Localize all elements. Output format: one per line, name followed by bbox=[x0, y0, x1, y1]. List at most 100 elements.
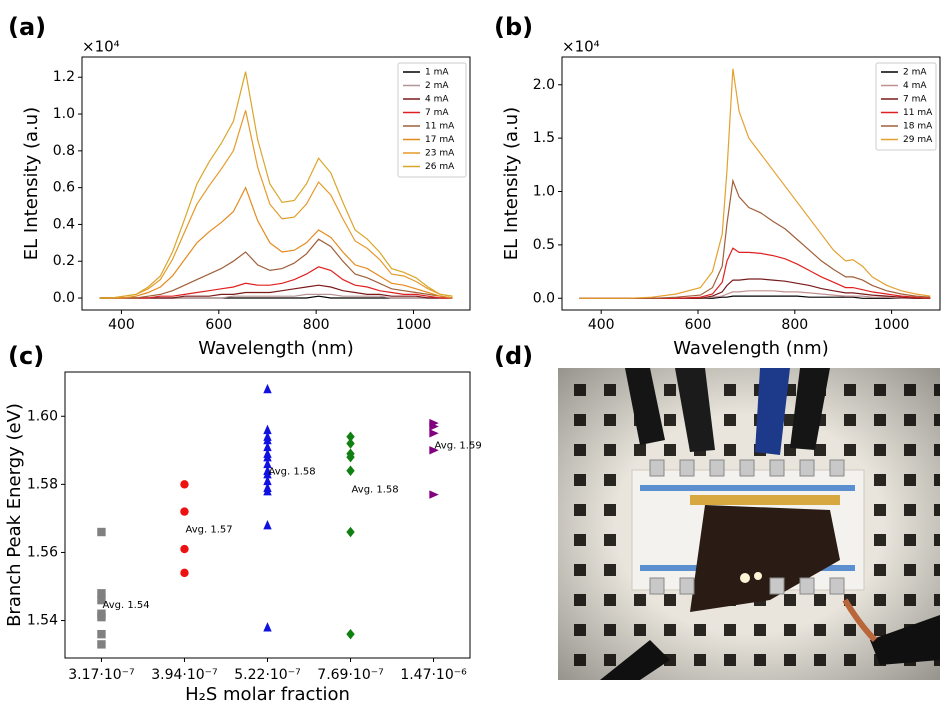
cable bbox=[600, 640, 670, 680]
y-tick-label: 1.58 bbox=[27, 476, 58, 492]
spectrum-line bbox=[579, 178, 931, 299]
point bbox=[429, 490, 439, 499]
y-axis-label: EL Intensity (a.u) bbox=[21, 107, 42, 260]
plot-frame bbox=[81, 56, 471, 311]
spectrum-line bbox=[99, 284, 453, 299]
legend-label: 11 mA bbox=[425, 122, 455, 132]
spectrum-line bbox=[99, 238, 453, 299]
legend-label: 17 mA bbox=[425, 135, 455, 145]
plot-frame bbox=[64, 371, 471, 659]
y-tick-label: 1.5 bbox=[533, 130, 555, 146]
spectrum-line bbox=[99, 186, 453, 299]
plot-frame bbox=[561, 56, 941, 311]
cable bbox=[790, 368, 830, 450]
y-tick-label: 0.4 bbox=[53, 216, 75, 232]
y-tick-label: 1.56 bbox=[27, 544, 58, 560]
offset-label: ×10⁴ bbox=[82, 38, 120, 56]
y-tick-label: 1.54 bbox=[27, 613, 58, 629]
legend-label: 23 mA bbox=[425, 149, 455, 159]
annotation: Avg. 1.58 bbox=[352, 485, 399, 496]
y-tick-label: 2.0 bbox=[533, 77, 555, 93]
annotation: Avg. 1.58 bbox=[269, 467, 316, 478]
y-axis-label: EL Intensity (a.u) bbox=[501, 107, 522, 260]
legend-label: 4 mA bbox=[903, 81, 927, 91]
x-axis-label: H₂S molar fraction bbox=[185, 684, 350, 703]
tape bbox=[640, 485, 855, 491]
annotation: Avg. 1.59 bbox=[435, 441, 482, 452]
spectrum-line bbox=[579, 247, 931, 299]
point bbox=[346, 451, 355, 463]
spectrum-line bbox=[99, 71, 453, 299]
cable bbox=[870, 615, 940, 665]
legend-label: 7 mA bbox=[425, 108, 449, 118]
point bbox=[346, 431, 355, 442]
cable bbox=[755, 368, 790, 455]
spectrum-line bbox=[579, 278, 931, 299]
point bbox=[97, 629, 106, 639]
x-tick-label: 5.22·10⁻⁷ bbox=[234, 667, 300, 683]
spectrum-line bbox=[579, 68, 931, 299]
point bbox=[97, 589, 106, 598]
point bbox=[263, 485, 272, 496]
point bbox=[97, 612, 106, 622]
point bbox=[429, 446, 439, 455]
y-tick-label: 1.60 bbox=[27, 408, 58, 424]
emission-spot bbox=[740, 573, 750, 583]
y-tick-label: 1.0 bbox=[53, 106, 75, 122]
point bbox=[180, 480, 189, 489]
point bbox=[180, 544, 189, 554]
sample bbox=[690, 505, 840, 612]
panel-label: (b) bbox=[494, 13, 533, 41]
y-tick-label: 0.0 bbox=[533, 290, 555, 306]
point bbox=[263, 520, 272, 530]
y-tick-label: 0.2 bbox=[53, 253, 75, 269]
x-tick-label: 600 bbox=[205, 317, 232, 333]
point bbox=[180, 507, 189, 516]
x-tick-label: 1000 bbox=[874, 317, 910, 333]
y-tick-label: 1.2 bbox=[53, 69, 75, 85]
legend-label: 2 mA bbox=[425, 81, 449, 91]
spectrum-line bbox=[99, 266, 453, 299]
x-axis-label: Wavelength (nm) bbox=[198, 338, 354, 359]
x-tick-label: 400 bbox=[108, 317, 135, 333]
panel-label: (c) bbox=[8, 342, 44, 370]
wire bbox=[842, 598, 878, 643]
spectrum-line bbox=[579, 290, 931, 299]
point bbox=[263, 622, 272, 632]
legend-label: 29 mA bbox=[903, 135, 933, 145]
point bbox=[346, 628, 355, 640]
legend-label: 11 mA bbox=[903, 108, 933, 118]
point bbox=[263, 434, 272, 445]
point bbox=[263, 458, 272, 469]
point bbox=[263, 451, 272, 462]
point bbox=[346, 465, 355, 476]
legend-label: 18 mA bbox=[903, 122, 933, 132]
point bbox=[97, 595, 106, 605]
point bbox=[263, 424, 272, 435]
x-tick-label: 3.94·10⁻⁷ bbox=[151, 667, 217, 683]
point bbox=[346, 438, 355, 449]
panel-label: (d) bbox=[494, 342, 533, 370]
panel-label: (a) bbox=[8, 13, 46, 41]
y-tick-label: 0.6 bbox=[53, 180, 75, 196]
cable bbox=[675, 368, 715, 452]
point bbox=[263, 441, 272, 452]
legend-box bbox=[397, 62, 467, 178]
y-tick-label: 1.0 bbox=[533, 184, 555, 200]
x-axis-label: Wavelength (nm) bbox=[673, 338, 829, 359]
legend: 1 mA 2 mA 4 mA 7 mA 11 mA 17 mA 23 mA 26 mA bbox=[397, 62, 467, 178]
point bbox=[429, 422, 439, 431]
clips bbox=[649, 459, 845, 595]
point bbox=[263, 475, 272, 486]
annotation: Avg. 1.54 bbox=[102, 600, 149, 611]
y-tick-label: 0.8 bbox=[53, 143, 75, 159]
point bbox=[346, 526, 355, 538]
contacts bbox=[690, 495, 840, 505]
point bbox=[97, 527, 106, 537]
x-tick-label: 1000 bbox=[396, 317, 432, 333]
legend-label: 2 mA bbox=[903, 68, 927, 78]
cable bbox=[625, 368, 665, 445]
x-tick-label: 3.17·10⁻⁷ bbox=[68, 667, 134, 683]
x-tick-label: 1.47·10⁻⁶ bbox=[400, 667, 467, 683]
